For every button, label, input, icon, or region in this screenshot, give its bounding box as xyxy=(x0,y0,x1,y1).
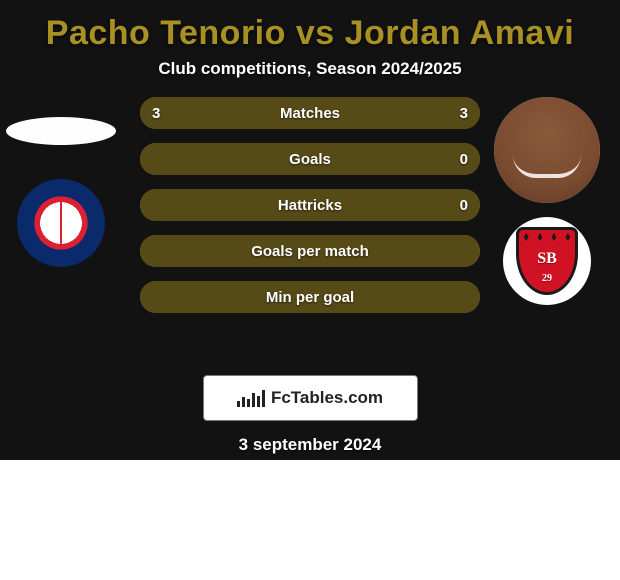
page-title: Pacho Tenorio vs Jordan Amavi xyxy=(0,14,620,53)
stat-bar: 0Goals xyxy=(140,143,480,175)
club-badge-right: SB 29 xyxy=(503,217,591,305)
club-badge-left-text: PARIS xyxy=(20,188,102,197)
player-avatar-left xyxy=(6,117,116,145)
brand-text: FcTables.com xyxy=(271,388,383,408)
face-icon xyxy=(494,97,600,203)
stat-bar: Goals per match xyxy=(140,235,480,267)
stat-bar: Min per goal xyxy=(140,281,480,313)
bar-fill-left xyxy=(140,235,480,267)
player-avatar-right xyxy=(494,97,600,203)
brand-badge[interactable]: FcTables.com xyxy=(203,375,418,421)
bar-fill-left xyxy=(140,281,480,313)
stat-bars: 33Matches 0Goals 0Hattricks Goals per match… xyxy=(140,97,480,313)
stat-bar: 33Matches xyxy=(140,97,480,129)
player-column-left: PARIS xyxy=(6,97,116,267)
club-badge-right-text: SB xyxy=(537,250,557,268)
club-badge-right-sub: 29 xyxy=(542,273,552,284)
bar-fill-right xyxy=(310,97,480,129)
player-column-right: SB 29 xyxy=(492,97,602,305)
comparison-card: Pacho Tenorio vs Jordan Amavi Club compe… xyxy=(0,0,620,460)
chart-icon xyxy=(237,389,265,407)
bar-fill-left xyxy=(140,97,310,129)
date-line: 3 september 2024 xyxy=(0,435,620,455)
main-row: PARIS 33Matches 0Goals 0Hattricks Goals per… xyxy=(0,97,620,357)
club-badge-right-shield: SB 29 xyxy=(516,227,578,296)
bar-fill-right xyxy=(140,143,480,175)
bar-fill-right xyxy=(140,189,480,221)
subtitle: Club competitions, Season 2024/2025 xyxy=(0,59,620,79)
stat-bar: 0Hattricks xyxy=(140,189,480,221)
club-badge-left: PARIS xyxy=(17,179,105,267)
